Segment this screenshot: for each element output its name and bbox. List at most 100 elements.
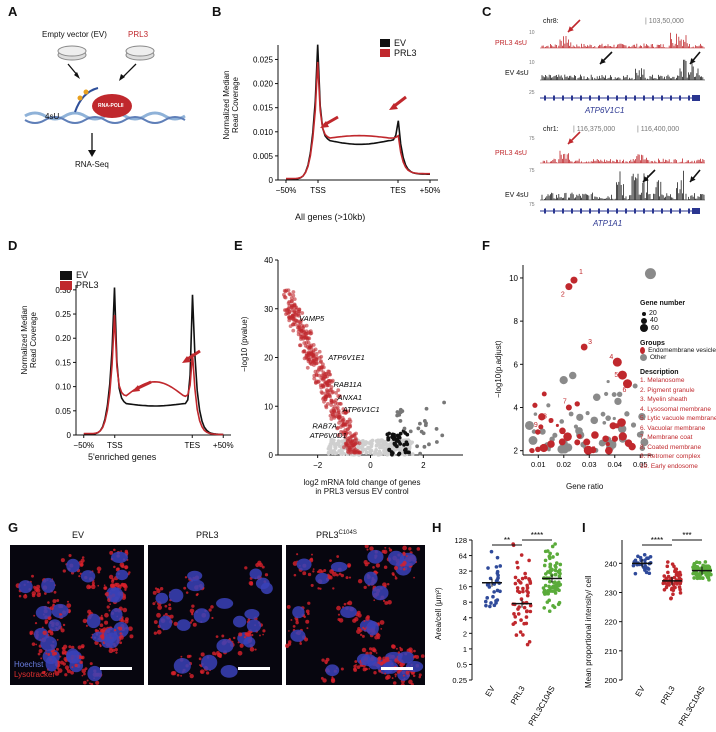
atp1a1-exon [670,208,672,214]
lysotracker-signal [188,654,192,658]
atp1a1-exon [589,208,591,214]
hoechst-nucleus [173,657,191,674]
data-point [488,576,493,581]
lysotracker-signal [60,628,65,633]
lysotracker-signal [90,682,94,685]
hoechst-nucleus [155,592,169,604]
go-term-label: 4 [609,354,613,361]
hoechst-nucleus [292,606,305,619]
panel-label-f: F [482,238,490,253]
lysotracker-signal [373,648,377,653]
lysotracker-signal [379,620,385,625]
x-tick-label: 0 [368,461,373,470]
lysotracker-signal [364,562,369,567]
atp6v1c1-exon [688,95,690,101]
volcano-point-down [304,323,309,328]
lysotracker-signal [221,634,225,638]
lysotracker-signal [381,549,386,554]
lysotracker-signal [356,665,361,670]
volcano-point-down [292,303,297,308]
scale-bar [100,667,132,670]
lysotracker-signal [47,616,51,620]
go-term-labeled [565,404,572,411]
f-size-dot-60 [640,324,648,332]
data-point [491,594,495,599]
go-term-other [624,411,630,417]
data-point [513,575,518,580]
volcano-point-down [357,441,362,446]
lysotracker-signal [83,672,86,676]
ev-coverage-line [83,287,224,436]
volcano-point-ns [383,446,387,451]
prl3-track-1-signal [541,32,705,48]
4su-label: 4sU [45,112,60,121]
lysotracker-signal [24,593,27,596]
lysotracker-signal [249,647,255,652]
lysotracker-signal [121,564,125,569]
volcano-point-ns [361,444,365,448]
data-point [516,565,520,570]
volcano-point-down [313,347,318,352]
lysotracker-signal [391,677,394,679]
lysotracker-signal [56,638,59,641]
lysotracker-signal [378,669,382,673]
hoechst-nucleus [86,613,101,629]
go-term-endo [574,401,580,407]
lysotracker-signal [299,642,302,645]
data-point [556,602,561,607]
lysotracker-signal [66,669,71,674]
lysotracker-signal [392,573,395,576]
data-point [523,571,527,576]
data-point [517,605,521,609]
volcano-point-up [398,431,403,436]
data-point [555,587,560,592]
gene-label: ATP6V0D1 [309,431,347,440]
volcano-point-ns [375,443,379,447]
lysotracker-signal [352,618,357,623]
lysotracker-signal [103,584,106,587]
hoechst-nucleus [45,655,58,672]
lysotracker-signal [393,565,399,571]
lysotracker-signal [120,550,123,552]
volcano-point-down [313,369,318,374]
hoechst-nucleus [110,551,128,563]
lysotracker-signal [369,546,374,551]
lysotracker-signal [199,664,201,667]
x-tick-label: −50% [276,186,297,195]
lysotracker-signal [84,667,88,671]
lysotracker-signal [292,561,298,566]
c-track-drawing [540,19,705,214]
volcano-point-up [390,435,394,439]
prl3-label: PRL3 [128,30,149,39]
scale-bar [381,667,413,670]
volcano-point-down [314,355,319,360]
data-point [511,622,516,626]
lysotracker-signal [290,619,293,621]
lysotracker-signal [103,586,107,590]
data-point [553,542,557,546]
volcano-point-down [300,324,305,328]
d-legend-swatch-ev [60,270,72,280]
data-point [521,589,525,594]
lysotracker-signal [387,600,392,605]
atp1a1-exon [553,208,555,214]
atp6v1c1-exon [652,95,654,101]
lysotracker-signal [124,619,129,624]
go-term-other [568,411,574,417]
lysotracker-signal [31,591,37,596]
lysotracker-signal [56,666,60,670]
panel-label-a: A [8,4,18,19]
volcano-point-ns [377,450,381,455]
data-point [633,571,638,576]
lysotracker-signal [212,651,216,656]
lysotracker-signal [338,618,344,623]
lysotracker-signal [244,566,248,570]
lysotracker-signal [97,584,100,587]
data-point [553,572,558,577]
lysotracker-signal [394,575,397,578]
go-term-endo [617,418,626,427]
lysotracker-signal [321,658,325,662]
hoechst-nucleus [66,648,80,664]
volcano-point-ns [326,446,331,451]
